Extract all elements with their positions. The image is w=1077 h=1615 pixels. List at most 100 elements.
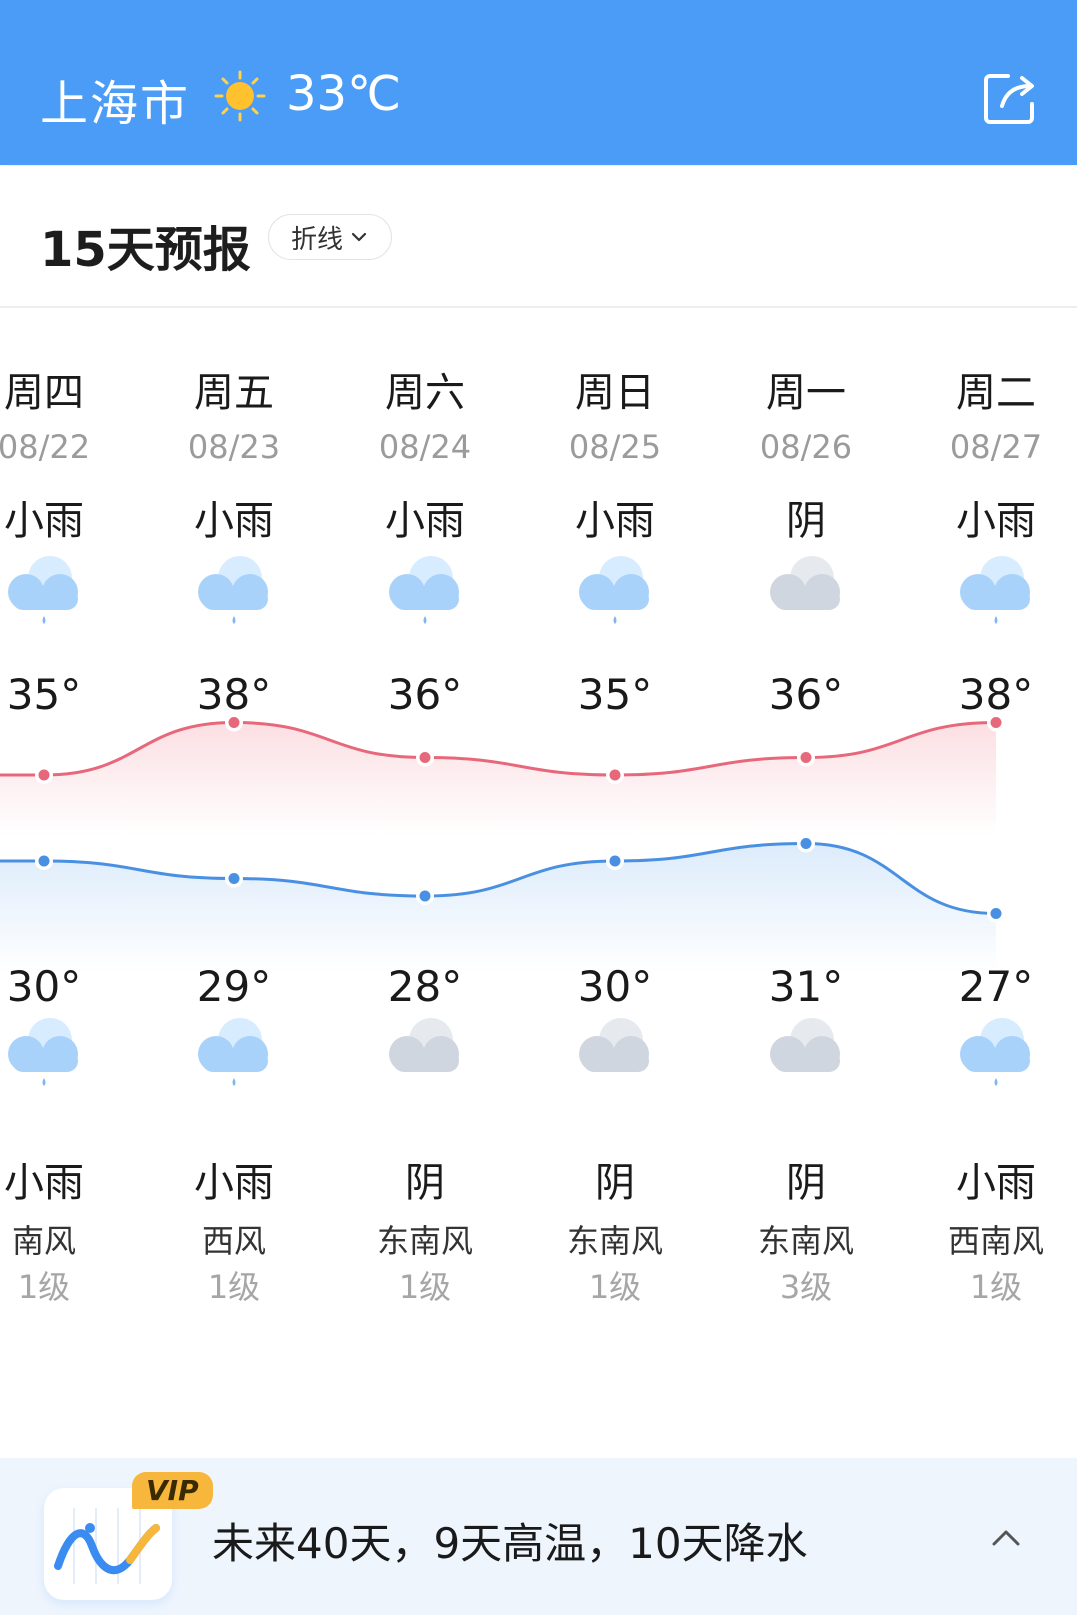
day-high-temp: 35°: [577, 670, 653, 719]
night-weather: 小雨: [194, 1160, 274, 1206]
rain-cloud-icon: [579, 556, 649, 624]
rain-cloud-icon: [8, 1018, 78, 1086]
wind-direction: 东南风: [566, 1222, 663, 1260]
rain-cloud-icon: [960, 1018, 1030, 1086]
wind-level: 1级: [588, 1268, 642, 1306]
rain-cloud-icon: [198, 1018, 268, 1086]
day-weather-icon-wrap: [0, 548, 94, 630]
app-header: 上海市 33℃: [0, 0, 1077, 165]
overcast-icon: [389, 1018, 459, 1072]
day-high-temp: 38°: [196, 670, 272, 719]
current-temperature: 33℃: [286, 66, 401, 122]
rain-cloud-icon: [198, 556, 268, 624]
share-icon[interactable]: [978, 66, 1042, 130]
night-weather: 小雨: [956, 1160, 1036, 1206]
low-temp-point: [228, 873, 240, 884]
forecast-title-row: 15天预报 折线: [0, 166, 1077, 308]
night-weather: 小雨: [4, 1160, 84, 1206]
day-weekday: 周五: [194, 370, 274, 416]
day-weather-icon-wrap: [184, 548, 284, 630]
chevron-up-icon[interactable]: [986, 1518, 1026, 1558]
night-weather: 阴: [405, 1160, 445, 1206]
forecast-title: 15天预报: [40, 222, 251, 278]
night-weather-icon-wrap: [184, 1010, 284, 1092]
day-high-temp: 35°: [6, 670, 82, 719]
low-temp-point: [609, 855, 621, 867]
wind-direction: 西南风: [947, 1222, 1044, 1260]
day-high-temp: 38°: [958, 670, 1034, 719]
high-temp-point: [419, 752, 431, 763]
day-weekday: 周二: [956, 370, 1036, 416]
overcast-icon: [770, 1018, 840, 1072]
day-weather-icon-wrap: [565, 548, 665, 630]
night-weather-icon-wrap: [375, 1010, 475, 1092]
day-date: 08/23: [187, 428, 281, 466]
day-weather: 小雨: [4, 498, 84, 544]
night-weather-icon-wrap: [0, 1010, 94, 1092]
low-temp-point: [419, 890, 431, 902]
night-weather-icon-wrap: [946, 1010, 1046, 1092]
high-temp-point: [990, 717, 1002, 728]
vip-badge: VIP: [132, 1472, 213, 1509]
chart-mode-dropdown[interactable]: 折线: [268, 214, 392, 260]
day-date: 08/27: [949, 428, 1043, 466]
wind-level: 1级: [17, 1268, 71, 1306]
low-temp-area: [0, 843, 996, 970]
low-temp-point: [800, 838, 812, 849]
day-weekday: 周一: [766, 370, 846, 416]
day-low-temp: 30°: [577, 962, 653, 1011]
long-range-banner[interactable]: VIP 未来40天，9天高温，10天降水: [0, 1458, 1077, 1615]
day-low-temp: 28°: [387, 962, 463, 1011]
chevron-down-icon: [351, 232, 367, 242]
day-date: 08/26: [759, 428, 853, 466]
wind-direction: 东南风: [757, 1222, 854, 1260]
night-weather-icon-wrap: [565, 1010, 665, 1092]
day-high-temp: 36°: [387, 670, 463, 719]
day-weekday: 周四: [4, 370, 84, 416]
wind-level: 1级: [207, 1268, 261, 1306]
rain-cloud-icon: [8, 556, 78, 624]
night-weather: 阴: [786, 1160, 826, 1206]
low-temp-point: [990, 908, 1002, 919]
wind-direction: 南风: [11, 1222, 76, 1260]
wind-direction: 西风: [201, 1222, 266, 1260]
high-temp-area: [0, 722, 996, 835]
sun-icon: [214, 70, 266, 122]
wind-level: 1级: [969, 1268, 1023, 1306]
wind-direction: 东南风: [376, 1222, 473, 1260]
day-weather: 小雨: [194, 498, 274, 544]
rain-cloud-icon: [960, 556, 1030, 624]
temperature-chart: [0, 713, 1005, 970]
chart-mode-label: 折线: [290, 224, 343, 255]
day-weather-icon-wrap: [375, 548, 475, 630]
low-temp-line: [0, 841, 997, 915]
day-weather-icon-wrap: [946, 548, 1046, 630]
high-temp-point: [609, 769, 621, 781]
city-name[interactable]: 上海市: [40, 76, 191, 132]
day-weekday: 周六: [385, 370, 465, 416]
day-low-temp: 27°: [958, 962, 1034, 1011]
high-temp-point: [228, 717, 240, 728]
overcast-icon: [770, 556, 840, 610]
day-low-temp: 31°: [768, 962, 844, 1011]
day-weather: 小雨: [385, 498, 465, 544]
day-low-temp: 29°: [196, 962, 272, 1011]
day-low-temp: 30°: [6, 962, 82, 1011]
wind-level: 1级: [398, 1268, 452, 1306]
night-weather: 阴: [595, 1160, 635, 1206]
low-temp-point: [38, 855, 50, 867]
day-weather: 小雨: [956, 498, 1036, 544]
wind-level: 3级: [779, 1268, 833, 1306]
day-date: 08/25: [568, 428, 662, 466]
day-weather: 阴: [786, 498, 826, 544]
high-temp-point: [38, 769, 50, 781]
day-date: 08/24: [378, 428, 472, 466]
day-date: 08/22: [0, 428, 91, 466]
day-high-temp: 36°: [768, 670, 844, 719]
night-weather-icon-wrap: [756, 1010, 856, 1092]
high-temp-point: [800, 752, 812, 763]
day-weekday: 周日: [575, 370, 655, 416]
overcast-icon: [579, 1018, 649, 1072]
day-weather: 小雨: [575, 498, 655, 544]
banner-summary: 未来40天，9天高温，10天降水: [212, 1519, 808, 1568]
